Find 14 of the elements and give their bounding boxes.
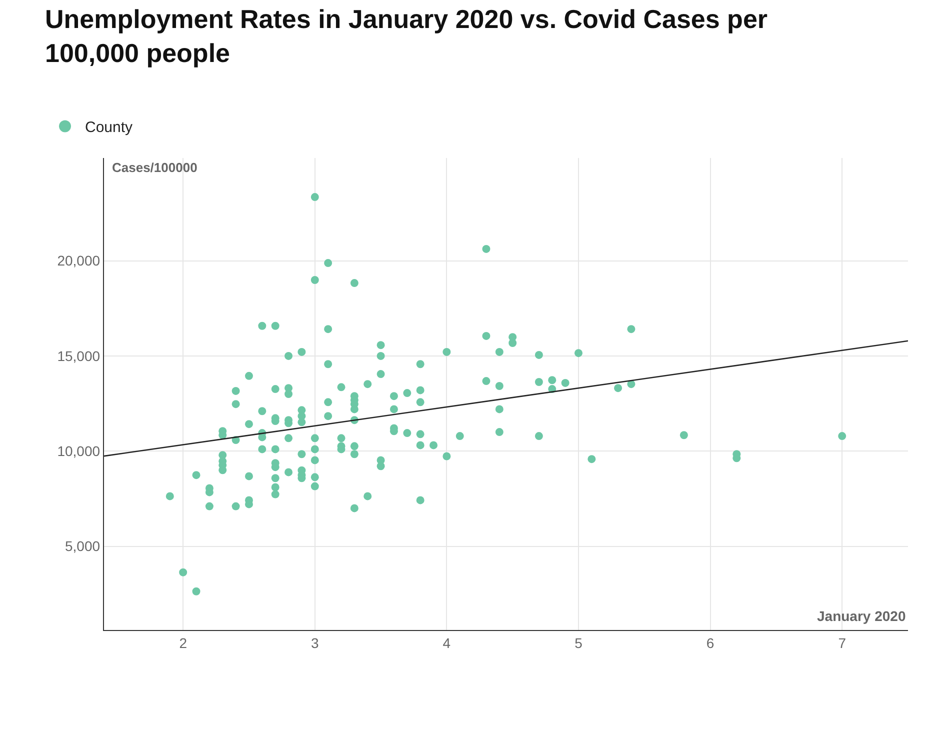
x-tick-label: 7: [838, 634, 846, 651]
x-tick-label: 6: [706, 634, 714, 651]
y-axis-title: Cases/100000: [112, 160, 198, 175]
x-tick-label: 3: [310, 634, 319, 651]
y-tick-label: 15,000: [57, 348, 100, 364]
y-tick-label: 5,000: [65, 538, 100, 554]
x-tick-label: 4: [442, 634, 451, 651]
x-tick-label: 5: [574, 634, 583, 651]
y-tick-label: 20,000: [57, 252, 100, 269]
x-axis-title: January 2020: [817, 608, 906, 624]
legend-label: County: [85, 119, 134, 136]
x-tick-label: 2: [179, 634, 188, 651]
y-tick-label: 10,000: [57, 443, 100, 459]
chart-title: Unemployment Rates in January 2020 vs. Covid Cases per 100,000 people: [45, 4, 768, 68]
